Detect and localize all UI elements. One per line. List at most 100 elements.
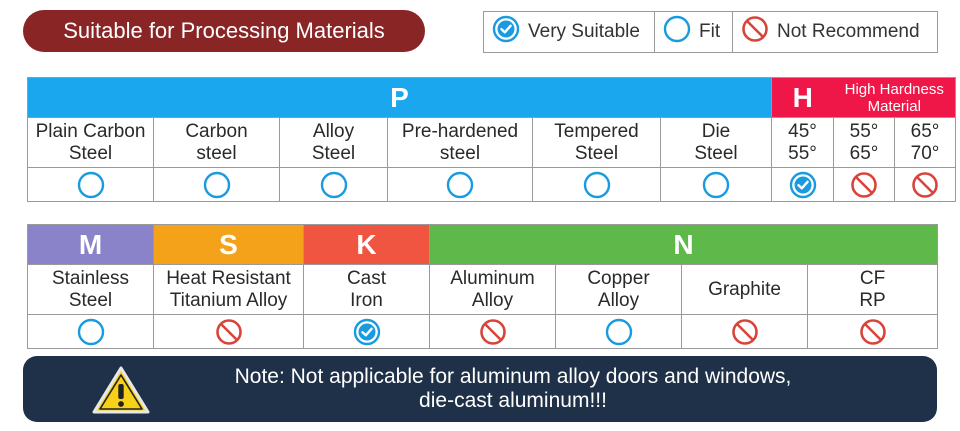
legend-very-suitable: Very Suitable [483, 11, 655, 53]
prohibited-icon [808, 318, 937, 346]
material-name-line-2: Steel [574, 142, 619, 164]
material-name-line-2: Alloy [597, 289, 640, 311]
material-name-line-2: Iron [350, 289, 383, 311]
prohibited-icon [895, 171, 955, 199]
circle-icon [28, 171, 153, 199]
material-name-line-1: Aluminum [450, 267, 535, 289]
circle-icon [388, 171, 532, 199]
prohibited-icon [682, 318, 807, 346]
group-header-h: H [771, 77, 834, 118]
rating-cell [279, 167, 388, 202]
material-name-line-1: Tempered [554, 120, 639, 142]
rating-cell [833, 167, 895, 202]
materials-table-p-h: P H High Hardness Material Plain Carbon S… [27, 77, 957, 202]
prohibited-icon [741, 15, 769, 49]
rating-cell [771, 167, 834, 202]
material-name-line-2: Steel [694, 142, 738, 164]
material-name-cell: Cast Iron [303, 264, 430, 315]
rating-cell [153, 314, 304, 349]
prohibited-icon [430, 318, 555, 346]
material-name-cell: CF RP [806, 264, 939, 315]
check-circle-icon [492, 15, 520, 49]
material-name-line-1: Carbon [185, 120, 248, 142]
material-name-line-2: Alloy [471, 289, 514, 311]
rating-cell [555, 314, 682, 349]
material-name-line-2: 65° [849, 142, 879, 164]
circle-icon [533, 171, 660, 199]
material-name-cell: Graphite [681, 264, 808, 315]
material-name-cell: Copper Alloy [555, 264, 682, 315]
material-name-cell: Alloy Steel [279, 117, 388, 168]
material-name-cell: Aluminum Alloy [429, 264, 556, 315]
material-name-cell: Tempered Steel [532, 117, 661, 168]
material-name-line-1: Pre-hardened [401, 120, 519, 142]
materials-table-m-s-k-n: M S K N Stainless Steel Heat Resistant Tita… [27, 224, 939, 349]
check-circle-icon [304, 318, 429, 346]
material-name-cell: Plain Carbon Steel [27, 117, 154, 168]
material-name-line-1: 45° [788, 120, 817, 142]
material-name-line-2: 55° [788, 142, 817, 164]
circle-icon [663, 15, 691, 49]
material-name-line-2: Steel [68, 142, 113, 164]
prohibited-icon [154, 318, 303, 346]
legend-not-recommend: Not Recommend [732, 11, 938, 53]
rating-cell [387, 167, 533, 202]
material-name-line-2: Steel [68, 289, 113, 311]
material-name-cell: 45° 55° [771, 117, 834, 168]
check-circle-icon [772, 171, 833, 199]
circle-icon [280, 171, 387, 199]
group-header-s: S [153, 224, 304, 265]
legend-very-suitable-label: Very Suitable [528, 21, 640, 42]
rating-cell [660, 167, 772, 202]
rating-cell [153, 167, 280, 202]
prohibited-icon [834, 171, 894, 199]
group-header-m: M [27, 224, 154, 265]
material-name-line-2: steel [439, 142, 481, 164]
legend-not-recommend-label: Not Recommend [777, 21, 920, 42]
note-line-2: die-cast aluminum!!! [419, 389, 607, 412]
material-name-cell: Pre-hardened steel [387, 117, 533, 168]
material-name-line-1: 65° [910, 120, 940, 142]
rating-cell [27, 167, 154, 202]
material-name-line-1: Stainless [51, 267, 130, 289]
material-name-line-1: 55° [849, 120, 879, 142]
material-name-line-1: CF [859, 267, 886, 289]
material-name-line-2: Titanium Alloy [169, 289, 288, 311]
material-name-line-1: Cast [346, 267, 387, 289]
material-name-line-2: 70° [910, 142, 940, 164]
material-name-cell: 55° 65° [833, 117, 895, 168]
rating-cell [681, 314, 808, 349]
rating-cell [303, 314, 430, 349]
material-name-line-1: Graphite [708, 278, 781, 300]
material-name-line-2: steel [196, 142, 237, 164]
rating-cell [429, 314, 556, 349]
legend-fit-label: Fit [699, 21, 721, 42]
circle-icon [556, 318, 681, 346]
circle-icon [661, 171, 771, 199]
material-name-cell: Heat Resistant Titanium Alloy [153, 264, 304, 315]
group-subtitle-h: High Hardness Material [833, 77, 957, 118]
group-header-p: P [27, 77, 772, 118]
warning-icon [91, 365, 151, 420]
material-name-line-1: Heat Resistant [166, 267, 291, 289]
material-name-line-1: Plain Carbon [35, 120, 146, 142]
note-line-1: Note: Not applicable for aluminum alloy … [234, 365, 792, 388]
material-name-line-1: Alloy [312, 120, 355, 142]
circle-icon [154, 171, 279, 199]
note-banner: Note: Not applicable for aluminum alloy … [23, 356, 937, 422]
material-name-line-1: Die [701, 120, 731, 142]
material-name-cell: 65° 70° [893, 117, 957, 168]
material-name-cell: Stainless Steel [27, 264, 154, 315]
group-header-k: K [303, 224, 430, 265]
rating-cell [806, 314, 939, 349]
group-header-n: N [428, 224, 939, 265]
material-name-line-1: Copper [587, 267, 650, 289]
material-name-line-2: Steel [311, 142, 356, 164]
legend-fit: Fit [654, 11, 733, 53]
rating-cell [893, 167, 957, 202]
rating-cell [27, 314, 154, 349]
note-text: Note: Not applicable for aluminum alloy … [163, 365, 863, 413]
material-name-cell: Die Steel [660, 117, 772, 168]
material-name-cell: Carbon steel [153, 117, 280, 168]
material-name-line-2: RP [859, 289, 886, 311]
